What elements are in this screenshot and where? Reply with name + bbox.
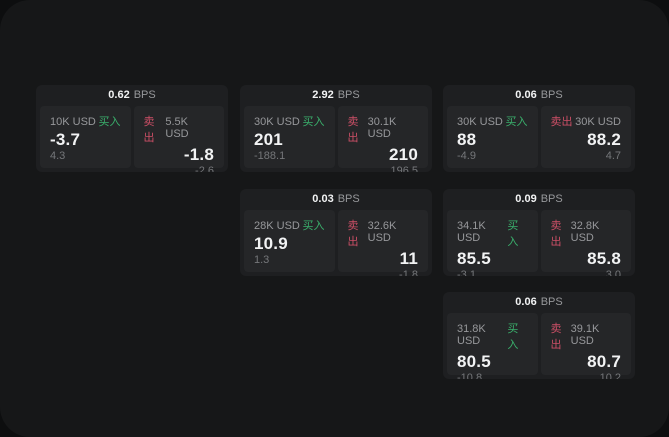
sell-label: 卖出 [550,323,562,351]
spread-unit-label: BPS [540,193,563,205]
spread-header: 2.92 BPS [240,85,432,106]
sell-size: 32.6K USD [367,220,397,244]
sell-size: 32.8K USD [570,220,600,244]
sell-change: 10.2 [599,372,621,379]
buy-size: 28K USD [254,220,300,232]
spread-header: 0.06 BPS [443,85,635,106]
buy-change: -10.8 [457,372,483,379]
buy-label: 买入 [302,116,325,128]
sell-label: 卖出 [550,116,573,128]
buy-price: 10.9 [254,233,288,253]
buy-quote-tile[interactable]: 31.8K USD 买入 80.5 -10.8 [447,313,538,379]
spread-unit-label: BPS [540,89,563,101]
sell-size: 39.1K USD [570,323,600,347]
sell-quote-tile[interactable]: 卖出 39.1K USD 80.7 10.2 [540,313,631,379]
spread-value: 0.03 [312,193,334,205]
buy-size: 30K USD [457,116,503,128]
sell-quote-tile[interactable]: 卖出 5.5K USD -1.8 -2.6 [133,106,224,172]
quote-card-5: 0.09 BPS 34.1K USD 买入 85.5 -3.1 卖出 32.8K… [443,189,635,276]
buy-size: 34.1K USD [457,220,486,244]
buy-label: 买入 [302,220,325,232]
spread-header: 0.03 BPS [240,189,432,210]
sell-quote-tile[interactable]: 卖出 30.1K USD 210 196.5 [337,106,428,172]
quote-body: 10K USD 买入 -3.7 4.3 卖出 5.5K USD -1.8 -2.… [36,106,228,172]
quote-body: 34.1K USD 买入 85.5 -3.1 卖出 32.8K USD 85.8… [443,210,635,276]
sell-change: 4.7 [605,150,621,162]
buy-price: 201 [254,129,283,149]
spread-unit-label: BPS [133,89,156,101]
quote-body: 28K USD 买入 10.9 1.3 卖出 32.6K USD 11 -1.8 [240,210,432,276]
sell-change: 3.0 [605,269,621,276]
sell-label: 卖出 [143,116,155,144]
sell-price: 210 [389,145,418,164]
quote-body: 31.8K USD 买入 80.5 -10.8 卖出 39.1K USD 80.… [443,313,635,379]
sell-label: 卖出 [347,116,359,144]
buy-label: 买入 [505,116,528,128]
spread-unit-label: BPS [337,89,360,101]
spread-value: 0.06 [515,296,537,308]
sell-price: 85.8 [587,249,621,268]
buy-price: 80.5 [457,352,491,371]
spread-header: 0.06 BPS [443,292,635,313]
sell-price: 80.7 [587,352,621,371]
sell-price: -1.8 [183,145,214,164]
spread-unit-label: BPS [337,193,360,205]
buy-change: -188.1 [254,150,286,162]
spread-value: 0.06 [515,89,537,101]
buy-label: 买入 [98,116,121,128]
sell-quote-tile[interactable]: 卖出 32.6K USD 11 -1.8 [337,210,428,276]
sell-price: 11 [399,249,418,268]
buy-size: 30K USD [254,116,300,128]
quote-card-4: 0.03 BPS 28K USD 买入 10.9 1.3 卖出 32.6K US… [240,189,432,276]
buy-price: 85.5 [457,249,491,268]
quote-body: 30K USD 买入 88 -4.9 卖出 30K USD 88.2 4.7 [443,106,635,172]
spread-header: 0.62 BPS [36,85,228,106]
sell-change: -2.6 [195,165,214,172]
buy-quote-tile[interactable]: 34.1K USD 买入 85.5 -3.1 [447,210,538,276]
sell-size: 30K USD [575,116,621,128]
buy-size: 31.8K USD [457,323,486,347]
sell-quote-tile[interactable]: 卖出 30K USD 88.2 4.7 [540,106,631,168]
sell-size: 30.1K USD [367,116,397,140]
quote-card-1: 0.62 BPS 10K USD 买入 -3.7 4.3 卖出 5.5K USD… [36,85,228,172]
buy-quote-tile[interactable]: 28K USD 买入 10.9 1.3 [244,210,335,272]
sell-quote-tile[interactable]: 卖出 32.8K USD 85.8 3.0 [540,210,631,276]
sell-label: 卖出 [550,220,562,248]
quote-card-3: 0.06 BPS 30K USD 买入 88 -4.9 卖出 30K USD 8… [443,85,635,172]
spread-value: 2.92 [312,89,334,101]
buy-label: 买入 [507,220,519,248]
buy-quote-tile[interactable]: 30K USD 买入 201 -188.1 [244,106,335,168]
buy-change: 1.3 [254,254,270,266]
buy-change: -3.1 [457,269,476,276]
buy-label: 买入 [507,323,519,351]
buy-size: 10K USD [50,116,96,128]
buy-quote-tile[interactable]: 30K USD 买入 88 -4.9 [447,106,538,168]
sell-change: -1.8 [399,269,418,276]
buy-price: -3.7 [50,129,81,149]
buy-change: 4.3 [50,150,66,162]
quote-body: 30K USD 买入 201 -188.1 卖出 30.1K USD 210 1… [240,106,432,172]
spread-value: 0.62 [108,89,130,101]
sell-change: 196.5 [390,165,418,172]
buy-change: -4.9 [457,150,476,162]
spread-value: 0.09 [515,193,537,205]
sell-size: 5.5K USD [165,116,189,140]
quote-card-6: 0.06 BPS 31.8K USD 买入 80.5 -10.8 卖出 39.1… [443,292,635,379]
buy-quote-tile[interactable]: 10K USD 买入 -3.7 4.3 [40,106,131,168]
spread-unit-label: BPS [540,296,563,308]
quote-card-2: 2.92 BPS 30K USD 买入 201 -188.1 卖出 30.1K … [240,85,432,172]
buy-price: 88 [457,129,477,149]
sell-price: 88.2 [587,129,621,149]
sell-label: 卖出 [347,220,359,248]
spread-header: 0.09 BPS [443,189,635,210]
